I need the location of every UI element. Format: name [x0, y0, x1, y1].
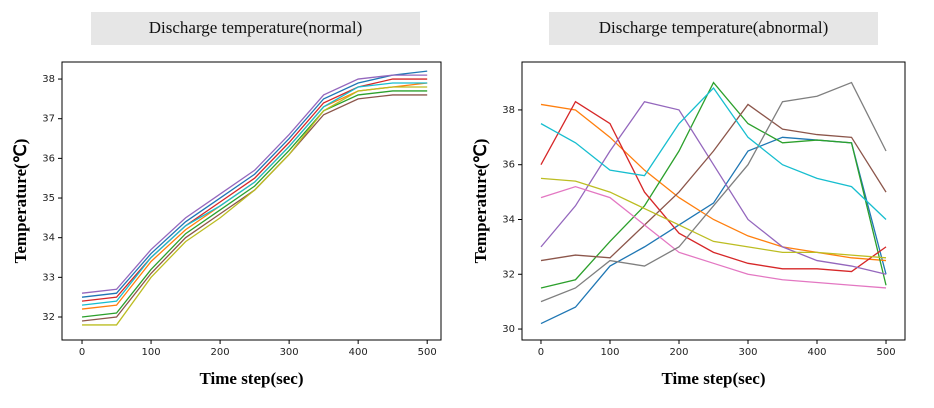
y-tick-label: 34 [502, 214, 515, 225]
y-tick-label: 33 [42, 272, 55, 283]
y-tick-label: 32 [502, 269, 515, 280]
data-line [540, 81, 887, 289]
y-tick-label: 37 [42, 114, 55, 125]
data-line [81, 90, 428, 318]
data-line [540, 100, 887, 273]
y-tick-label: 38 [502, 105, 515, 116]
title-box [549, 12, 878, 45]
data-line [540, 87, 887, 220]
x-axis-label: Time step(sec) [199, 369, 303, 388]
x-tick-label: 100 [600, 347, 619, 358]
x-tick-label: 500 [418, 347, 437, 358]
y-tick-label: 36 [502, 160, 515, 171]
y-axis-label: Temperature(℃) [11, 139, 30, 264]
data-line [540, 103, 887, 262]
x-tick-label: 0 [538, 347, 544, 358]
y-tick-label: 32 [42, 312, 55, 323]
y-tick-label: 38 [42, 74, 55, 85]
chart-title: Discharge temperature(normal) [149, 18, 363, 37]
data-line [81, 82, 428, 306]
x-tick-label: 100 [142, 347, 161, 358]
data-line [540, 185, 887, 289]
y-axis-label: Temperature(℃) [471, 139, 490, 264]
data-line [82, 86, 428, 326]
x-tick-label: 300 [280, 347, 299, 358]
x-tick-label: 200 [669, 347, 688, 358]
data-line [540, 177, 887, 259]
data-line [540, 100, 887, 275]
x-tick-label: 300 [738, 347, 757, 358]
y-tick-label: 34 [42, 233, 55, 244]
data-line [81, 70, 428, 298]
y-tick-label: 30 [502, 324, 515, 335]
data-line [81, 78, 428, 302]
y-tick-label: 36 [42, 153, 55, 164]
data-line [540, 81, 887, 303]
data-line [81, 74, 428, 294]
x-axis-label: Time step(sec) [661, 369, 765, 388]
x-tick-label: 200 [211, 347, 230, 358]
y-tick-label: 35 [42, 193, 55, 204]
x-tick-label: 400 [807, 347, 826, 358]
x-tick-label: 0 [79, 347, 85, 358]
data-line [540, 103, 887, 262]
title-box [91, 12, 420, 45]
x-tick-label: 400 [349, 347, 368, 358]
x-tick-label: 500 [876, 347, 895, 358]
chart-title: Discharge temperature(abnormal) [599, 18, 829, 37]
